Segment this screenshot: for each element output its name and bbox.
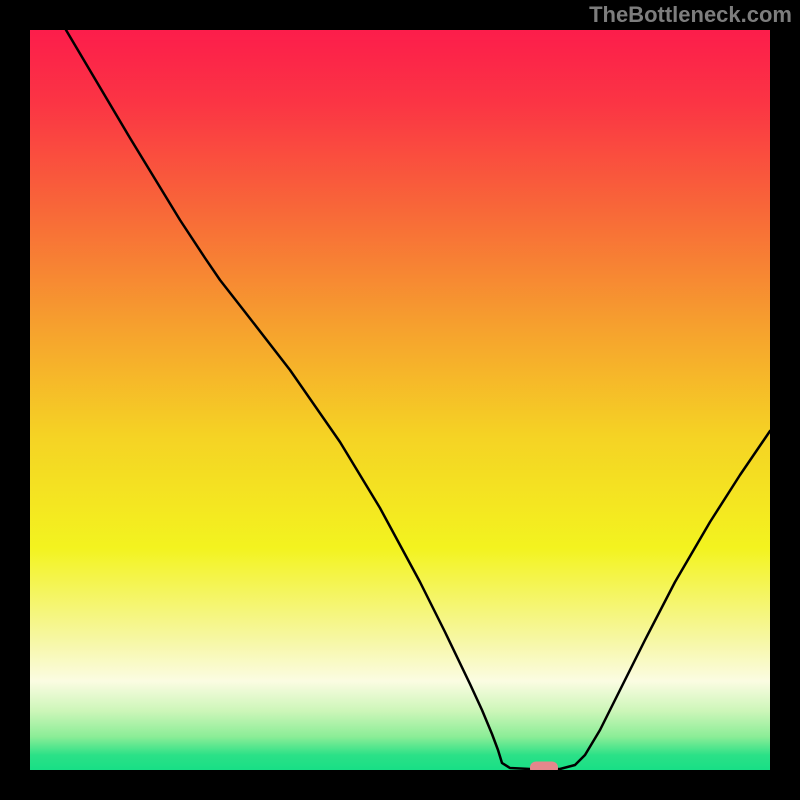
chart-stage: TheBottleneck.com	[0, 0, 800, 800]
chart-svg	[0, 0, 800, 800]
gradient-background	[30, 30, 770, 770]
watermark-text: TheBottleneck.com	[589, 2, 792, 28]
